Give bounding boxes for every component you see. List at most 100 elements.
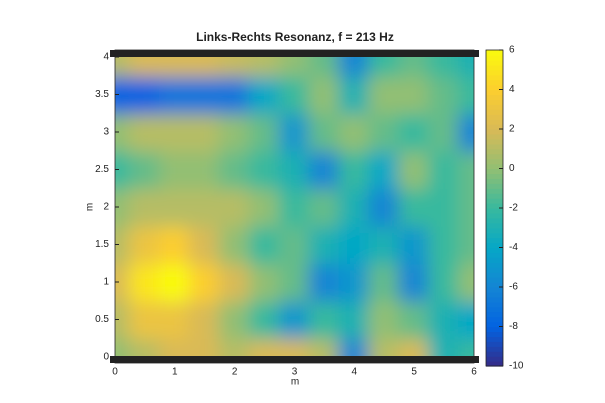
heatmap-cell [128,224,161,265]
heatmap-cell [278,187,311,227]
heatmap-cell [188,187,221,227]
heatmap-cell [248,74,281,115]
heatmap-cell [398,74,431,115]
colorbar-swatch [486,282,503,288]
x-tick-label: 2 [232,367,238,378]
heatmap-cell [115,224,131,265]
colorbar-swatch [486,178,503,184]
heatmap-cell [158,112,191,152]
heatmap-cell [308,224,341,265]
heatmap-cell [218,187,251,227]
heatmap-cell [458,224,474,265]
colorbar-swatch [486,163,503,170]
x-tick-label: 3 [292,367,298,378]
colorbar-swatch [486,296,503,303]
colorbar-swatch [486,84,503,91]
heatmap-cell [338,74,371,115]
heatmap-cell [428,299,461,340]
heatmap-cell [115,262,131,302]
heatmap-cell [248,57,281,77]
x-tick-label: 6 [471,367,477,378]
heatmap-cell [158,57,191,77]
heatmap-cell [308,187,341,227]
heatmap-cell [248,224,281,265]
heatmap-cell [308,299,341,340]
heatmap-cell [248,112,281,152]
heatmap-cell [428,187,461,227]
colorbar-swatch [486,188,503,194]
colorbar-swatch [486,222,503,229]
heatmap-cell [428,149,461,190]
colorbar-swatch [486,262,503,268]
y-tick-label: 0 [103,352,109,363]
y-tick-label: 1.5 [95,239,109,250]
colorbar-tick-label: -10 [509,361,524,372]
heatmap-cell [458,74,474,115]
heatmap-cell [308,149,341,190]
colorbar-tick-label: 0 [509,163,515,174]
colorbar-swatch [486,193,503,199]
colorbar-swatch [486,183,503,189]
colorbar-swatch [486,74,503,81]
heatmap-cell [188,299,221,340]
colorbar-swatch [486,114,503,120]
x-axis-label: m [291,377,299,388]
colorbar-tick-label: 4 [509,84,515,95]
heatmap-cell [188,57,221,77]
heatmap-cell [128,74,161,115]
heatmap-cell [368,149,401,190]
heatmap-cell [188,112,221,152]
heatmap-cell [368,187,401,227]
colorbar-tick-label: -2 [509,203,518,214]
colorbar-swatch [486,212,503,219]
colorbar-swatch [486,143,503,150]
heatmap-cell [248,337,281,357]
heatmap-cell [398,224,431,265]
colorbar-swatch [486,291,503,298]
colorbar-swatch [486,336,503,342]
heatmap-cell [248,262,281,302]
heatmap-cell [458,112,474,152]
colorbar-swatch [486,267,503,273]
heatmap-cell [128,337,161,357]
colorbar-tick-label: 6 [509,45,515,56]
heatmap-cell [128,112,161,152]
heatmap-cell [338,224,371,265]
colorbar-swatch [486,247,503,254]
colorbar-swatch [486,306,503,313]
colorbar-swatch [486,153,503,160]
heatmap-cell [338,337,371,357]
heatmap-cell [398,262,431,302]
colorbar-tick-label: -8 [509,321,518,332]
heatmap-cell [428,337,461,357]
y-tick-label: 3 [103,127,109,138]
heatmap-cell [458,187,474,227]
heatmap-cell [218,337,251,357]
heatmap-cell [158,299,191,340]
colorbar-swatch [486,119,503,125]
colorbar-swatch [486,168,503,175]
heatmap-cell [368,57,401,77]
heatmap-cells [115,57,474,357]
heatmap-cell [158,337,191,357]
heatmap-cell [115,299,131,340]
colorbar-swatch [486,50,503,56]
colorbar-swatch [486,138,503,145]
heatmap-cell [188,262,221,302]
heatmap-cell [428,74,461,115]
colorbar-swatch [486,99,503,105]
heatmap-cell [308,57,341,77]
y-tick-label: 2 [103,202,109,213]
colorbar-swatch [486,198,503,204]
colorbar-swatch [486,129,503,135]
heatmap-cell [115,112,131,152]
heatmap-cell [115,57,131,77]
colorbar-swatch [486,301,503,308]
heatmap-cell [218,112,251,152]
colorbar-swatch [486,321,503,328]
colorbar-swatch [486,133,503,140]
heatmap-cell [308,262,341,302]
heatmap-cell [428,224,461,265]
heatmap-cell [278,149,311,190]
colorbar-swatch [486,341,503,347]
